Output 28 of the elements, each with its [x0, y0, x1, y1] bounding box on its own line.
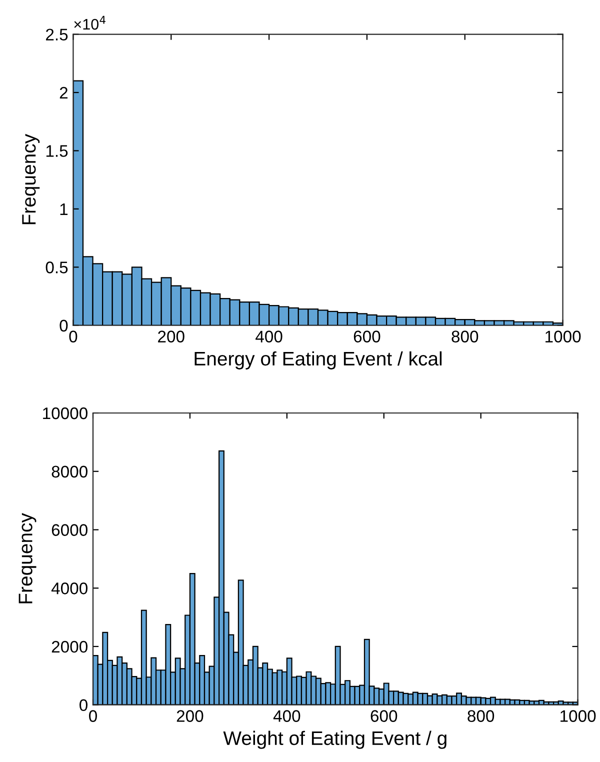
- x-tick-label: 0: [89, 710, 97, 722]
- y-axis-title: Frequency: [22, 134, 40, 224]
- x-tick-label: 400: [256, 330, 282, 342]
- y-tick-label: 0.5: [46, 262, 68, 274]
- y-tick-label: 1: [60, 204, 68, 215]
- x-axis-title: Energy of Eating Event / kcal: [194, 351, 442, 370]
- x-tick-label: 800: [452, 330, 478, 342]
- x-tick-label: 1000: [560, 710, 596, 722]
- y-tick-label: 0: [60, 320, 68, 332]
- y-tick-label: 2: [60, 86, 68, 99]
- x-tick-label: 600: [354, 330, 380, 342]
- y-tick-label: 2.5: [46, 28, 68, 40]
- y-tick-label: 8000: [52, 466, 88, 478]
- x-tick-label: 600: [370, 710, 398, 722]
- y-tick-label: 0: [80, 699, 88, 712]
- x-tick-label: 200: [158, 330, 184, 342]
- y-tick-label: 4000: [51, 582, 88, 594]
- y-axis-title: Frequency: [18, 513, 36, 604]
- y-tick-label: 1.5: [46, 145, 68, 157]
- y-tick-label: 10000: [43, 407, 88, 420]
- x-tick-label: 400: [273, 710, 300, 722]
- x-tick-label: 1000: [546, 330, 581, 342]
- text: ×10$^{4}$: [74, 16, 106, 30]
- x-tick-label: 200: [176, 710, 204, 722]
- y-tick-label: 6000: [52, 524, 88, 536]
- x-axis-title: Weight of Eating Event / g: [223, 730, 446, 749]
- x-tick-label: 800: [468, 710, 494, 722]
- y-tick-label: 2000: [52, 640, 88, 653]
